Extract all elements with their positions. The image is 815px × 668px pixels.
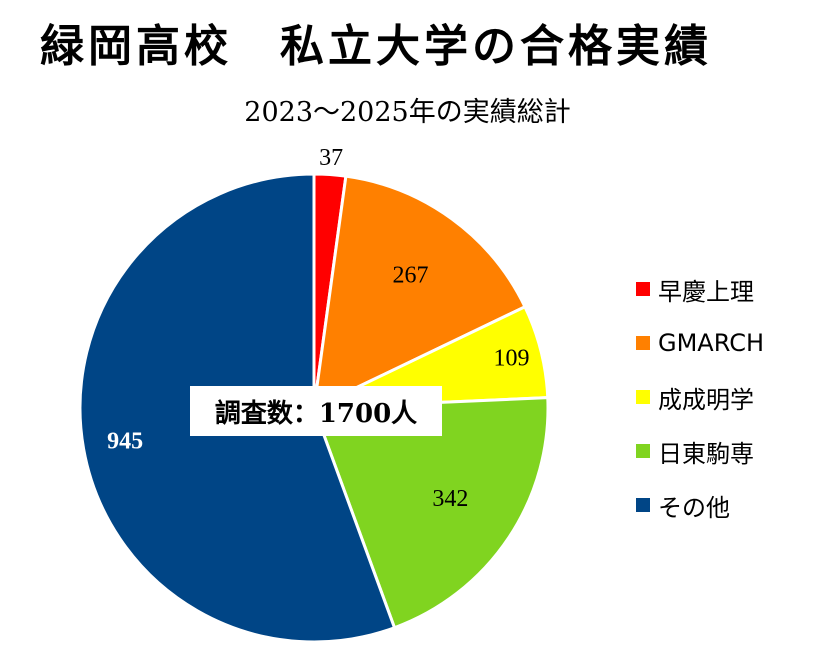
pie-slice-1	[312, 174, 527, 411]
legend-label-4: その他	[658, 493, 730, 522]
legend-label-2: 成成明学	[658, 385, 754, 414]
legend-label-0: 早慶上理	[658, 277, 754, 306]
slice-value-label-0: 37	[319, 145, 343, 171]
legend-item-0: 早慶上理	[636, 262, 764, 316]
survey-count-text: 調査数：1700人	[214, 398, 418, 429]
legend-label-1: GMARCH	[658, 329, 765, 357]
legend-swatch-3	[636, 444, 650, 458]
pie-slice-3	[311, 396, 550, 630]
slice-value-label-1: 267	[393, 263, 429, 289]
legend-item-2: 成成明学	[636, 370, 764, 424]
slice-value-label-2: 109	[493, 345, 529, 371]
legend-swatch-2	[636, 390, 650, 404]
legend-item-3: 日東駒専	[636, 424, 764, 478]
legend-swatch-0	[636, 282, 650, 296]
legend-swatch-4	[636, 498, 650, 512]
slice-value-label-4: 945	[107, 429, 143, 455]
legend: 早慶上理 GMARCH 成成明学日東駒専その他	[636, 262, 764, 532]
chart-title: 緑岡高校 私立大学の合格実績	[40, 21, 712, 72]
legend-item-1: GMARCH	[636, 316, 764, 370]
slice-value-label-3: 342	[432, 486, 468, 512]
legend-label-3: 日東駒専	[658, 439, 754, 468]
legend-item-4: その他	[636, 478, 764, 532]
survey-count-box: 調査数：1700人	[190, 386, 442, 436]
chart-subtitle: 2023～2025年の実績総計	[244, 97, 571, 128]
legend-swatch-1	[636, 336, 650, 350]
